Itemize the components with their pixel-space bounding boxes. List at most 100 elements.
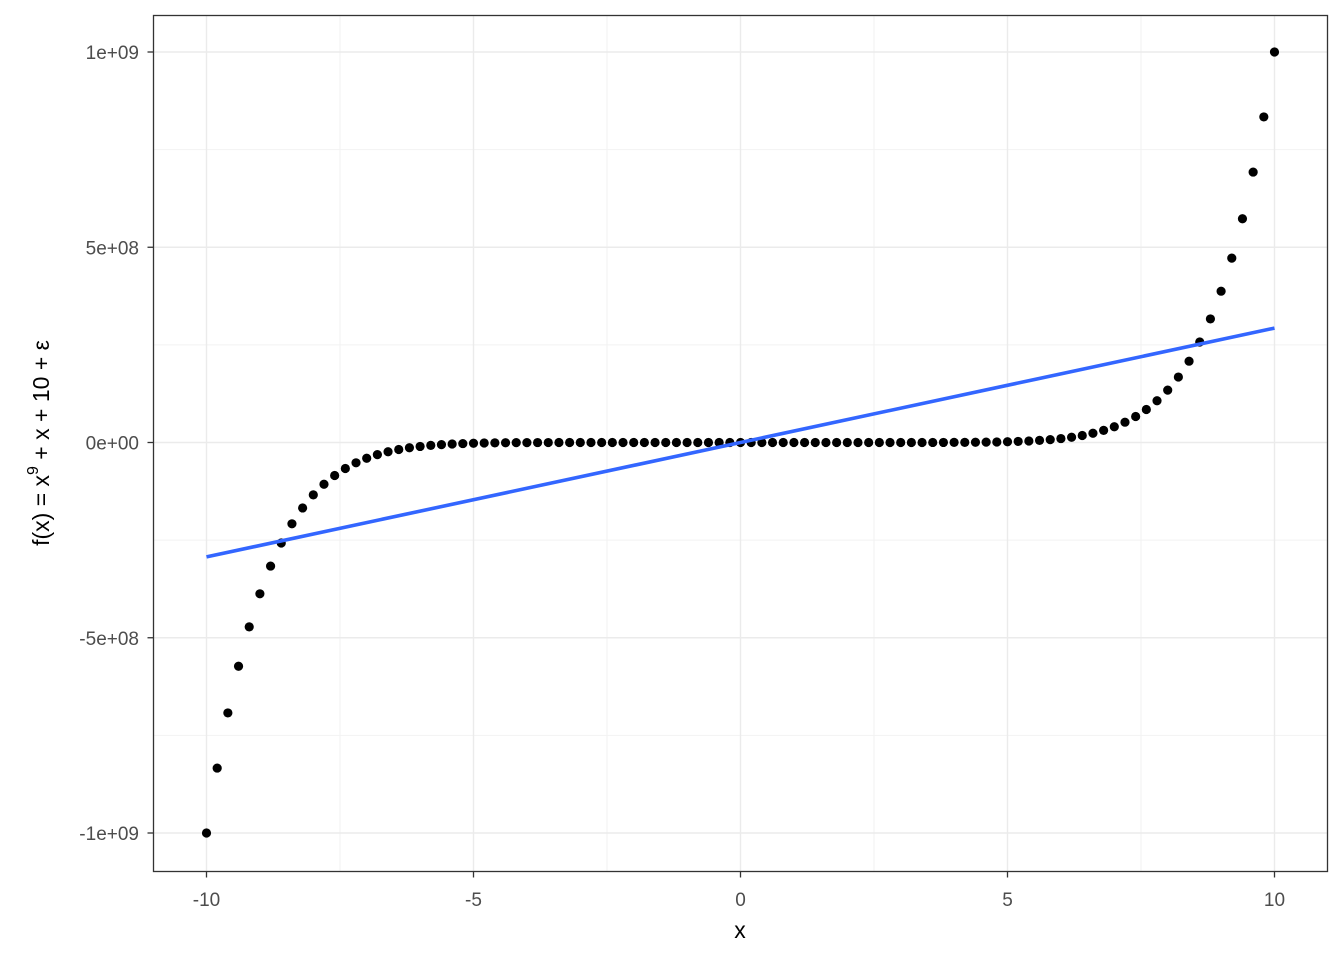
data-point <box>1034 435 1045 445</box>
data-point <box>255 589 265 599</box>
data-point <box>906 437 916 448</box>
data-point <box>265 561 276 571</box>
data-point <box>853 437 863 448</box>
data-point <box>661 437 671 448</box>
y-axis-title: f(x) = x9 + x + 10 + ε <box>25 340 54 546</box>
data-point <box>511 438 521 448</box>
data-point <box>767 437 778 448</box>
data-point <box>1184 356 1194 366</box>
data-point <box>362 453 372 463</box>
data-point <box>500 438 511 448</box>
data-point <box>522 438 532 448</box>
data-point <box>404 443 415 453</box>
data-point <box>607 437 617 448</box>
data-point <box>960 437 970 447</box>
data-point <box>319 479 329 489</box>
y-tick-label: -1e+09 <box>79 824 139 845</box>
data-point <box>426 440 436 451</box>
data-point <box>874 437 884 448</box>
data-point <box>1077 430 1087 441</box>
data-point <box>330 470 340 481</box>
data-point <box>436 440 447 450</box>
data-point <box>682 437 692 448</box>
data-point <box>1269 47 1280 57</box>
data-point <box>842 437 852 448</box>
y-tick-label: 5e+08 <box>86 238 139 259</box>
data-point <box>212 763 222 773</box>
data-point <box>479 438 489 448</box>
y-tick-label: 0e+00 <box>86 434 139 455</box>
x-tick-label: 10 <box>1264 890 1285 911</box>
data-point <box>565 437 575 448</box>
data-point <box>1056 433 1066 444</box>
data-point <box>532 437 543 448</box>
data-point <box>1002 437 1013 447</box>
data-point <box>629 437 639 448</box>
data-point <box>789 437 799 448</box>
x-axis: -10 -5 0 5 10 <box>193 871 1285 911</box>
data-point <box>597 437 607 448</box>
data-point <box>821 437 831 448</box>
data-point <box>992 437 1002 447</box>
data-point <box>372 450 382 460</box>
data-point <box>1109 422 1119 432</box>
y-axis-title-prefix: f(x) = x <box>28 474 54 545</box>
data-point <box>447 439 457 449</box>
data-point <box>543 437 553 448</box>
data-point <box>1152 396 1162 406</box>
data-point <box>340 463 350 474</box>
data-point <box>287 519 297 529</box>
data-point <box>351 458 361 468</box>
data-point <box>298 503 308 513</box>
data-point <box>778 437 788 448</box>
data-point <box>810 437 820 448</box>
data-point <box>1173 372 1183 382</box>
data-point <box>799 437 810 448</box>
data-point <box>554 437 564 448</box>
data-point <box>1227 253 1237 263</box>
data-point <box>383 447 393 457</box>
data-point <box>671 437 682 448</box>
data-point <box>1120 417 1130 427</box>
y-tick-label: 1e+09 <box>86 43 139 64</box>
data-point <box>1248 167 1258 177</box>
data-point <box>394 444 404 455</box>
data-point <box>223 708 233 718</box>
data-points <box>201 47 1280 838</box>
y-tick-label: -5e+08 <box>79 629 139 650</box>
data-point <box>468 438 479 448</box>
data-point <box>864 437 874 448</box>
data-point <box>1163 385 1173 395</box>
data-point <box>885 437 895 448</box>
data-point <box>233 661 244 671</box>
x-tick-label: -5 <box>465 890 482 911</box>
x-tick-label: 0 <box>735 890 746 911</box>
y-axis: -1e+09 -5e+08 0e+00 5e+08 1e+09 <box>79 43 154 845</box>
data-point <box>1205 314 1216 324</box>
data-point <box>693 437 703 448</box>
x-tick-label: -10 <box>193 890 220 911</box>
data-point <box>832 437 842 448</box>
fitted-line <box>206 326 1275 559</box>
data-point <box>458 438 468 449</box>
data-point <box>575 437 585 448</box>
data-point <box>917 437 927 448</box>
data-point <box>415 441 425 452</box>
data-point <box>1024 436 1034 446</box>
data-point <box>1066 432 1077 442</box>
data-point <box>1045 434 1055 445</box>
x-axis-title: x <box>734 917 746 943</box>
data-point <box>244 622 254 632</box>
x-tick-label: 5 <box>1002 890 1013 911</box>
data-point <box>1013 436 1023 447</box>
data-point <box>618 437 628 448</box>
data-point <box>650 437 660 448</box>
data-point <box>639 437 649 448</box>
data-point <box>896 437 906 448</box>
data-point <box>201 828 212 838</box>
data-point <box>1141 404 1151 415</box>
data-point <box>970 437 981 447</box>
data-point <box>586 437 596 448</box>
data-point <box>1216 286 1226 296</box>
data-point <box>981 437 991 447</box>
